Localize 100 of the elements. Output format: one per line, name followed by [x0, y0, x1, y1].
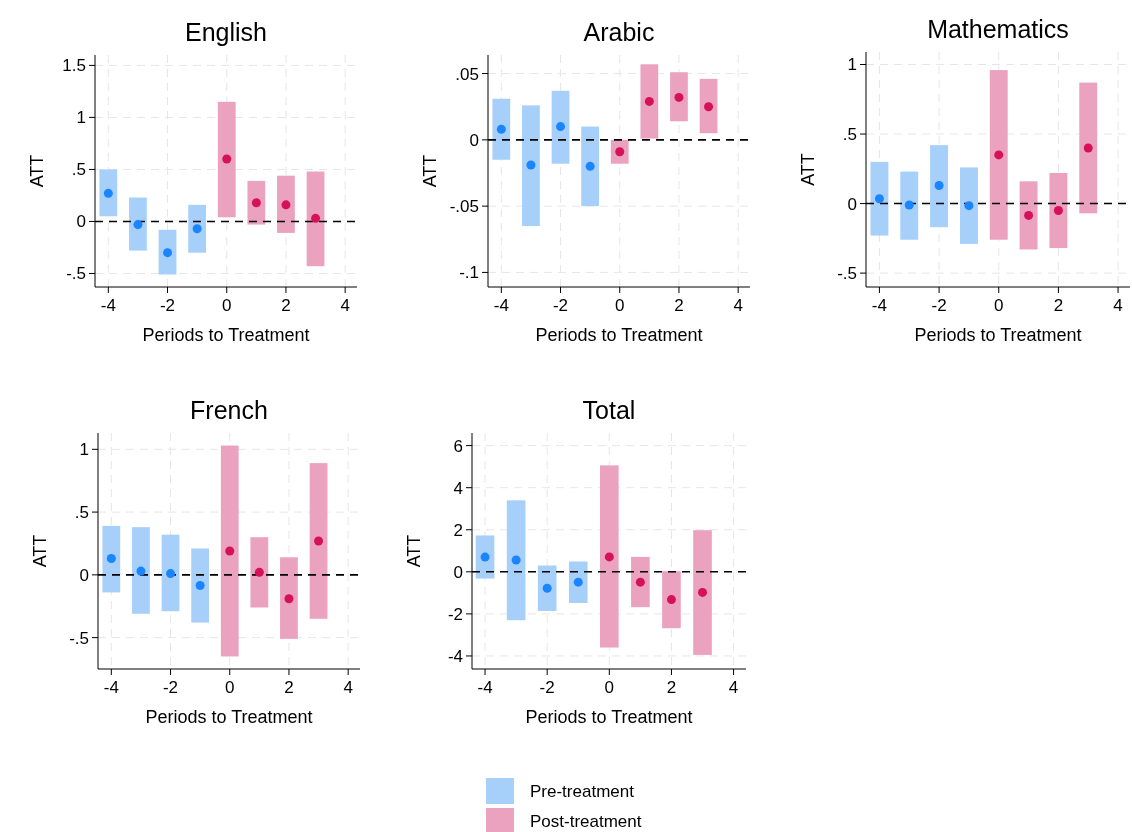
point [225, 546, 235, 556]
bar [309, 463, 328, 619]
bar [220, 445, 239, 657]
bar [989, 70, 1008, 240]
bar [599, 465, 619, 648]
bar [699, 78, 718, 134]
y-tick-label: 1.5 [62, 56, 86, 76]
bar [959, 167, 978, 244]
point [604, 552, 614, 562]
x-tick-label: -2 [552, 296, 569, 315]
x-tick-label: -4 [477, 678, 493, 697]
point [195, 581, 205, 591]
bar [537, 565, 557, 611]
bar [1049, 172, 1068, 249]
y-tick-label: 1 [79, 440, 89, 460]
point [644, 96, 654, 106]
point [192, 224, 202, 234]
bar [247, 180, 266, 225]
x-tick-label: -2 [931, 296, 947, 315]
point [254, 567, 264, 577]
bar [900, 171, 919, 240]
y-tick-label: -.1 [459, 263, 479, 283]
chart-title: Total [582, 396, 636, 424]
x-tick-label: 4 [733, 296, 743, 315]
y-axis-title: ATT [420, 154, 440, 188]
x-tick-label: 0 [615, 296, 625, 315]
point [480, 552, 490, 562]
bar [581, 126, 600, 207]
point [314, 536, 324, 546]
point [934, 180, 944, 190]
y-tick-label: .5 [71, 160, 86, 180]
bar [870, 161, 889, 236]
x-tick-label: 4 [340, 296, 350, 315]
y-tick-label: .05 [455, 64, 479, 84]
bar [1019, 181, 1038, 250]
point [704, 102, 714, 112]
bar [102, 525, 121, 593]
point [542, 583, 552, 593]
bar [640, 64, 659, 139]
bar [99, 169, 118, 217]
x-tick-label: 2 [281, 296, 291, 315]
x-tick-label: -2 [162, 678, 179, 697]
y-tick-label: 1 [76, 108, 86, 128]
y-tick-label: 0 [79, 565, 89, 585]
bar [1079, 82, 1098, 214]
y-tick-label: .5 [74, 503, 89, 523]
x-tick-label: 0 [994, 296, 1004, 315]
y-tick-label: 6 [453, 436, 463, 456]
y-tick-label: -.5 [837, 264, 857, 284]
y-tick-label: 0 [469, 130, 479, 150]
point [556, 122, 566, 132]
point [964, 201, 974, 211]
bar [670, 72, 688, 122]
bar [662, 571, 681, 629]
point [1024, 210, 1034, 220]
x-axis-title: Periods to Treatment [142, 325, 310, 345]
point [284, 594, 294, 604]
legend-label: Pre-treatment [530, 781, 635, 801]
point [511, 555, 521, 565]
x-tick-label: 2 [674, 296, 684, 315]
x-tick-label: 0 [222, 296, 232, 315]
point [674, 92, 684, 102]
y-tick-label: 0 [76, 212, 86, 232]
bar [506, 500, 526, 621]
y-axis-title: ATT [27, 154, 47, 188]
y-tick-label: 1 [847, 55, 857, 75]
x-axis-title: Periods to Treatment [525, 707, 693, 727]
x-tick-label: -2 [159, 296, 176, 315]
x-tick-label: 0 [604, 678, 615, 697]
y-tick-label: 0 [847, 194, 857, 214]
x-axis-title: Periods to Treatment [145, 707, 313, 727]
bar [217, 101, 236, 218]
point [635, 577, 645, 587]
point [698, 587, 708, 597]
y-tick-label: -4 [447, 646, 463, 666]
legend-label: Post-treatment [530, 811, 642, 831]
y-tick-label: -.5 [66, 264, 86, 284]
x-axis-title: Periods to Treatment [914, 325, 1082, 345]
bar [129, 197, 147, 251]
y-tick-label: -.05 [449, 197, 479, 217]
y-tick-label: -2 [447, 604, 463, 624]
point [904, 200, 914, 210]
point [222, 154, 232, 164]
x-tick-label: -4 [103, 678, 119, 697]
y-tick-label: 0 [453, 562, 463, 582]
point [133, 220, 143, 230]
x-tick-label: -4 [871, 296, 887, 315]
x-tick-label: -4 [493, 296, 509, 315]
bar [306, 171, 325, 267]
bar [250, 537, 269, 608]
bar [161, 534, 180, 612]
y-tick-label: 4 [453, 478, 463, 498]
bar [191, 548, 210, 623]
bar [522, 105, 540, 227]
x-tick-label: 2 [284, 678, 294, 697]
point [874, 194, 884, 204]
x-tick-label: 2 [666, 678, 677, 697]
bar [492, 98, 511, 160]
y-axis-title: ATT [30, 534, 50, 568]
x-tick-label: 2 [1053, 296, 1064, 315]
